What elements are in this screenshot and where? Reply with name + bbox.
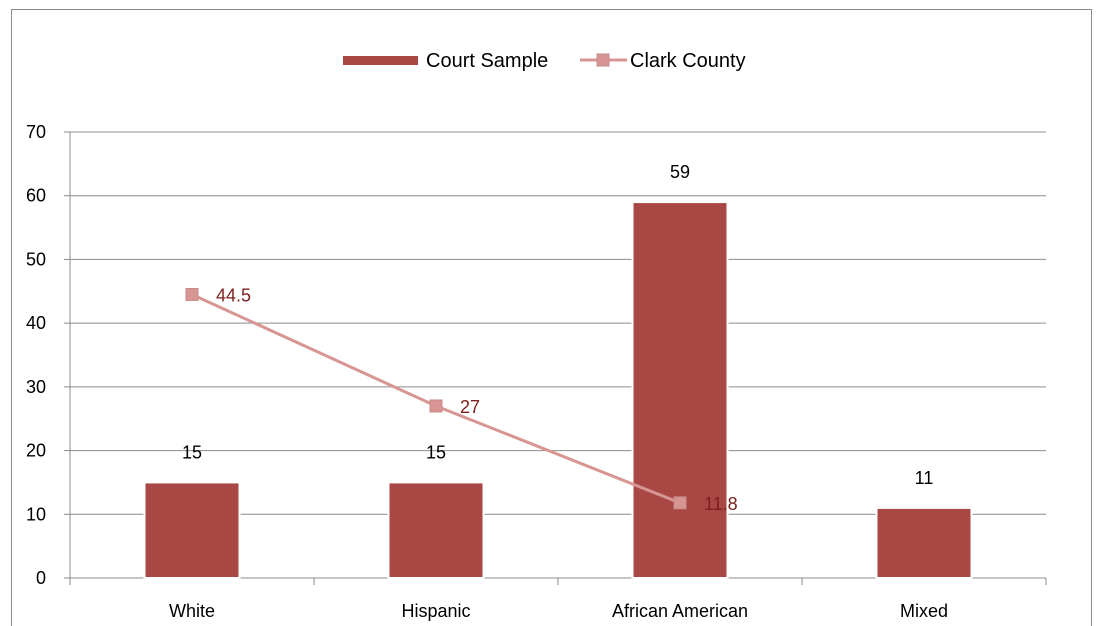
bar-data-label: 11 xyxy=(915,468,934,488)
y-tick-label: 0 xyxy=(36,568,46,588)
legend: Court Sample Clark County xyxy=(343,50,746,72)
bar-data-label: 59 xyxy=(670,162,690,182)
bar-data-label: 15 xyxy=(426,442,446,462)
y-tick-label: 70 xyxy=(26,122,46,142)
legend-swatch-court-sample xyxy=(343,56,418,65)
y-tick-label: 40 xyxy=(26,313,46,333)
legend-label-clark-county: Clark County xyxy=(630,50,746,72)
marker-clark-county xyxy=(185,287,199,301)
x-tick-label: Hispanic xyxy=(401,601,470,621)
legend-label-court-sample: Court Sample xyxy=(426,50,548,72)
gridlines xyxy=(70,131,1046,515)
line-data-label: 27 xyxy=(460,397,480,417)
x-tick-label: Mixed xyxy=(900,601,948,621)
line-data-label: 11.8 xyxy=(704,494,738,514)
legend-marker-clark-county xyxy=(596,53,610,67)
y-axis: 0 10 20 30 40 50 60 70 xyxy=(26,122,71,588)
y-tick-label: 30 xyxy=(26,377,46,397)
data-labels: 15 15 59 11 44.5 27 11.8 xyxy=(182,162,933,514)
x-tick-label: White xyxy=(169,601,215,621)
marker-clark-county xyxy=(673,496,687,510)
line-series-clark-county xyxy=(185,287,687,510)
x-axis: White Hispanic African American Mixed xyxy=(69,577,1047,621)
y-tick-label: 50 xyxy=(26,249,46,269)
line-clark-county xyxy=(191,293,681,505)
y-tick-label: 60 xyxy=(26,186,46,206)
bar-court-sample xyxy=(631,201,729,579)
bar-court-sample xyxy=(875,506,973,579)
marker-clark-county xyxy=(429,399,443,413)
bar-court-sample xyxy=(387,481,485,579)
bar-data-label: 15 xyxy=(182,442,202,462)
bar-series-court-sample xyxy=(143,201,973,579)
line-data-label: 44.5 xyxy=(216,285,251,305)
x-tick-label: African American xyxy=(612,601,748,621)
y-tick-label: 20 xyxy=(26,441,46,461)
y-tick-label: 10 xyxy=(26,504,46,524)
bar-court-sample xyxy=(143,481,241,579)
